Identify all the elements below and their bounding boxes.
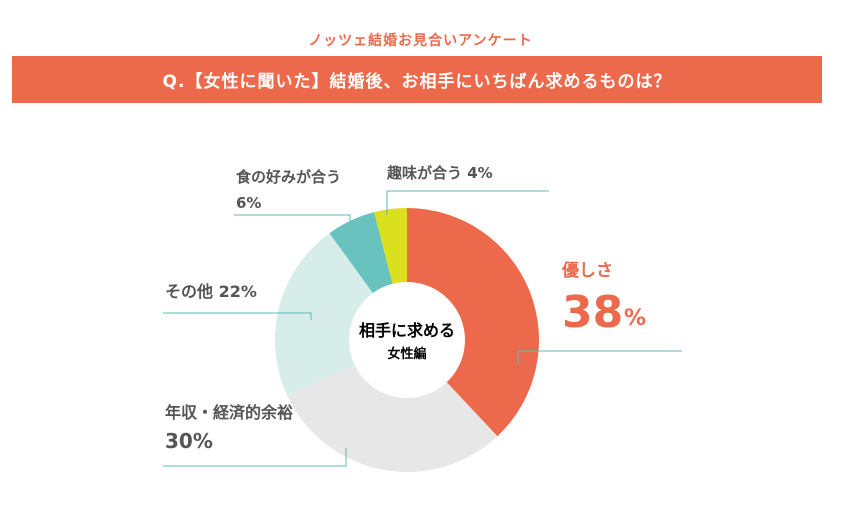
value-yasashisa-unit: %: [624, 306, 646, 331]
label-hobby: 趣味が合う 4%: [386, 164, 493, 182]
label-yasashisa: 優しさ: [561, 260, 613, 281]
question-text: Q.【女性に聞いた】結婚後、お相手にいちばん求めるものは？: [162, 72, 672, 92]
leader-lines: [163, 190, 682, 467]
leader-yasashisa: [517, 350, 682, 365]
value-yasashisa: 38: [562, 287, 623, 338]
leader-income: [163, 448, 347, 467]
label-income: 年収・経済的余裕: [165, 403, 293, 422]
label-other: その他 22%: [165, 282, 257, 301]
value-food: 6%: [236, 194, 261, 212]
question-banner: Q.【女性に聞いた】結婚後、お相手にいちばん求めるものは？: [12, 56, 822, 103]
center-label-sub: 女性編: [387, 346, 426, 362]
leader-hobby: [386, 190, 549, 215]
slice-yasashisa: [407, 208, 539, 437]
leader-other: [163, 312, 312, 320]
leader-food: [234, 214, 351, 222]
center-label-main: 相手に求める: [359, 321, 455, 340]
value-income: 30%: [165, 429, 213, 453]
donut-hole: [349, 282, 465, 398]
slice-income: [287, 340, 498, 472]
survey-title: ノッツェ結婚お見合いアンケート: [308, 33, 533, 49]
label-food: 食の好みが合う: [236, 168, 341, 186]
